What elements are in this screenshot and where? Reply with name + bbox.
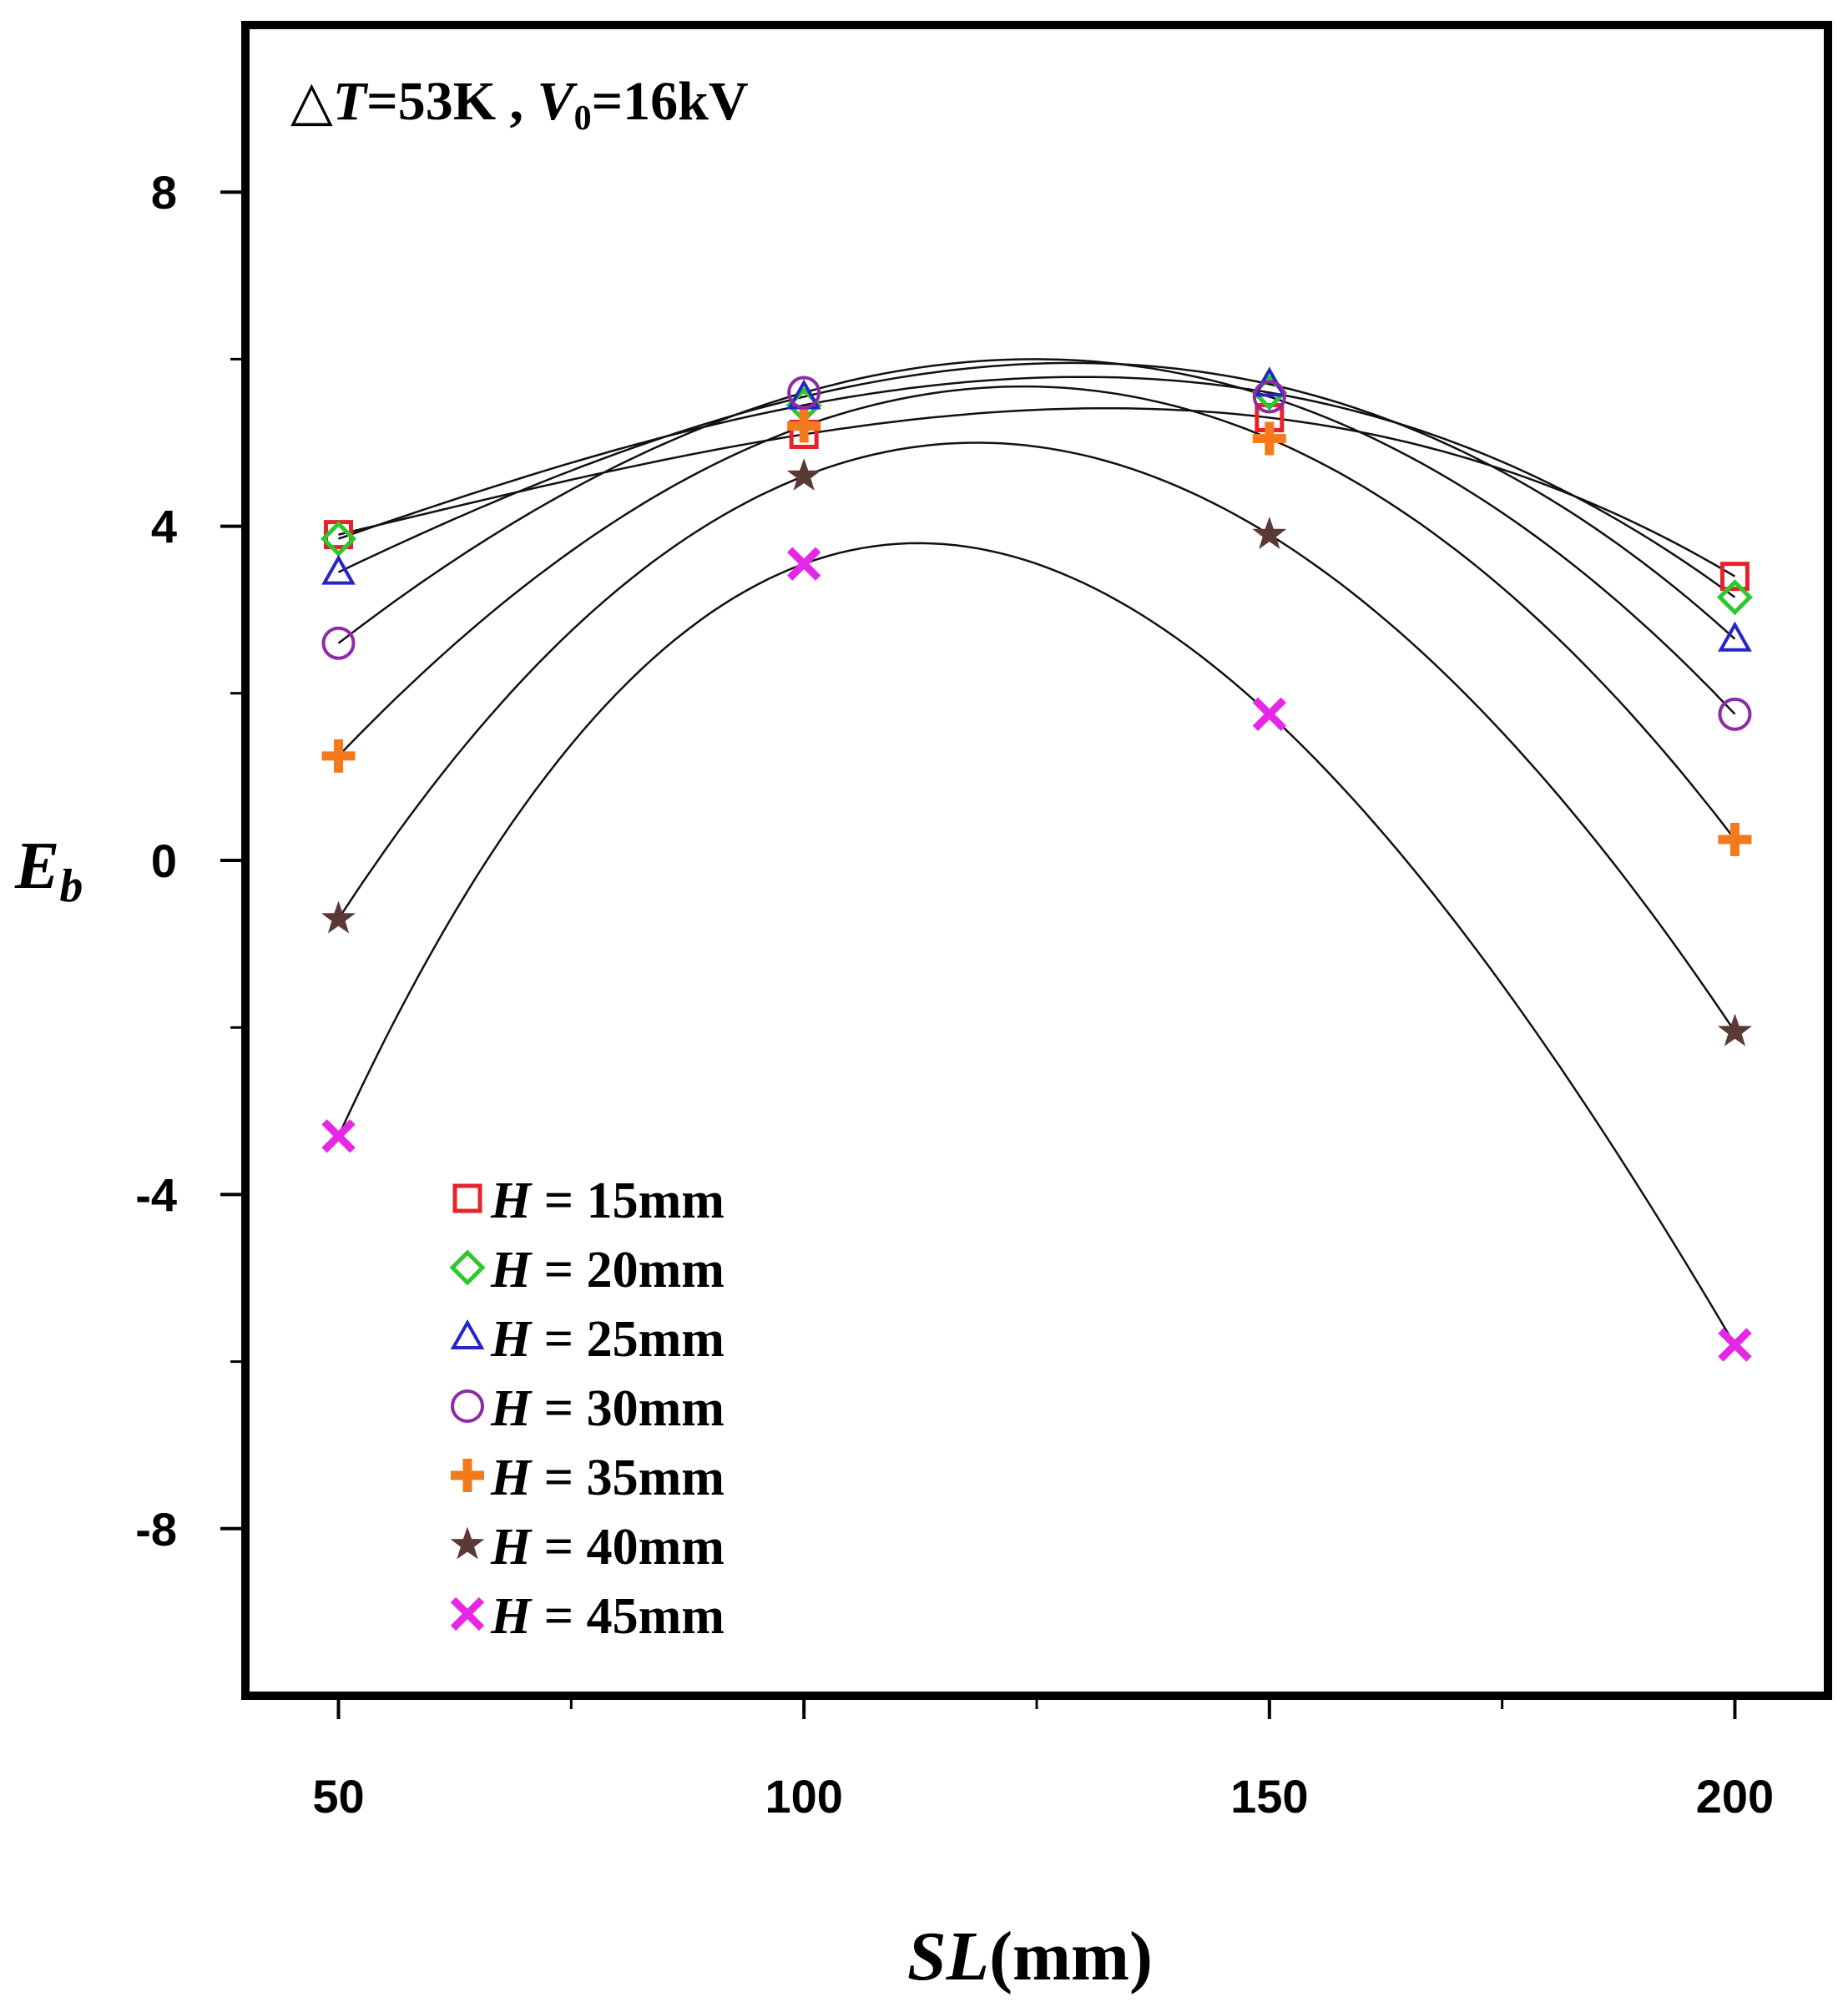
y-axis-title-sub: b (59, 860, 83, 912)
legend-label-var: H (490, 1588, 533, 1645)
legend-label: H = 25mm (490, 1311, 725, 1368)
y-axis-title-main: E (14, 830, 59, 903)
data-point (1716, 579, 1754, 616)
data-point (1718, 697, 1752, 731)
annotation-delta: △ (290, 71, 333, 132)
y-tick-label: -4 (135, 1168, 177, 1221)
x-tick-label: 100 (765, 1770, 842, 1823)
annotation: △T=53K , V0=16kV (290, 71, 749, 138)
legend-label: H = 35mm (490, 1450, 725, 1506)
legend-label-text: = 25mm (531, 1311, 725, 1368)
legend-label-var: H (490, 1519, 533, 1576)
legend-marker (450, 1526, 485, 1560)
data-point (321, 554, 356, 585)
legend-label: H = 45mm (490, 1588, 725, 1645)
fit-curve (337, 361, 1736, 640)
legend-label: H = 20mm (490, 1242, 725, 1298)
data-point (321, 900, 356, 934)
data-point (320, 521, 357, 557)
x-tick-label: 50 (312, 1770, 364, 1823)
annotation-v-sub: 0 (574, 99, 592, 138)
x-axis-title-italic: SL (907, 1918, 989, 1995)
data-point (1252, 380, 1286, 414)
data-point (1719, 562, 1750, 592)
fit-curves (337, 358, 1736, 1346)
plot-frame (241, 21, 1832, 1700)
data-point (786, 547, 821, 581)
legend-label-var: H (490, 1172, 533, 1229)
legend-label-text: = 45mm (531, 1588, 725, 1645)
y-tick-label: 0 (151, 835, 177, 887)
x-tick-label: 200 (1696, 1770, 1774, 1823)
fit-curve (337, 542, 1736, 1346)
data-point (1718, 621, 1752, 652)
legend-marker (452, 1183, 482, 1213)
legend-label-var: H (490, 1450, 533, 1506)
y-tick-label: 8 (151, 166, 177, 219)
legend-label: H = 15mm (490, 1172, 725, 1229)
data-point (1252, 517, 1287, 550)
legend-label-text: = 40mm (531, 1519, 725, 1576)
data-point (1252, 697, 1287, 732)
legend-label-var: H (490, 1311, 533, 1368)
legend-marker (450, 1596, 485, 1631)
annotation-v-value: =16kV (592, 71, 749, 132)
data-point (321, 1119, 356, 1153)
annotation-v-var: V (538, 71, 578, 132)
legend-label-text: = 35mm (531, 1450, 725, 1506)
data-point (787, 409, 821, 443)
legend-label-text: = 15mm (531, 1172, 725, 1229)
legend-label-var: H (490, 1380, 533, 1437)
x-tick-label: 150 (1230, 1770, 1308, 1823)
x-axis-title-rest: (mm) (989, 1918, 1153, 1995)
data-point (786, 457, 821, 491)
annotation-t-var: T (333, 71, 369, 132)
data-point (1718, 1328, 1752, 1362)
legend-marker (450, 1319, 485, 1349)
fit-curve (338, 406, 1736, 577)
data-point (787, 376, 821, 410)
y-axis-title: Eb (14, 830, 83, 912)
data-point (321, 739, 356, 773)
legend-marker (449, 1249, 486, 1286)
data-point (321, 626, 356, 660)
fit-curve (337, 385, 1736, 840)
axis-ticks: 50 100 150 200 -8 -4 0 4 8 (135, 166, 1774, 1823)
fit-curve (338, 376, 1736, 598)
legend-marker (451, 1459, 484, 1492)
data-point (1718, 822, 1752, 856)
legend-label-text: = 20mm (531, 1242, 725, 1298)
legend-label-text: = 30mm (531, 1380, 725, 1437)
legend-label-var: H (490, 1242, 533, 1298)
annotation-t-value: =53K , (366, 71, 537, 132)
data-point (1717, 1013, 1752, 1046)
legend-label: H = 30mm (490, 1380, 725, 1437)
x-axis-title: SL(mm) (907, 1918, 1153, 1995)
data-point (1252, 421, 1286, 456)
fit-curve (337, 441, 1736, 1032)
y-tick-label: 4 (151, 501, 177, 553)
fit-curve (337, 358, 1736, 715)
y-tick-label: -8 (135, 1503, 177, 1556)
legend-marker (451, 1389, 484, 1423)
legend-label: H = 40mm (490, 1519, 725, 1576)
data-points (320, 366, 1754, 1362)
